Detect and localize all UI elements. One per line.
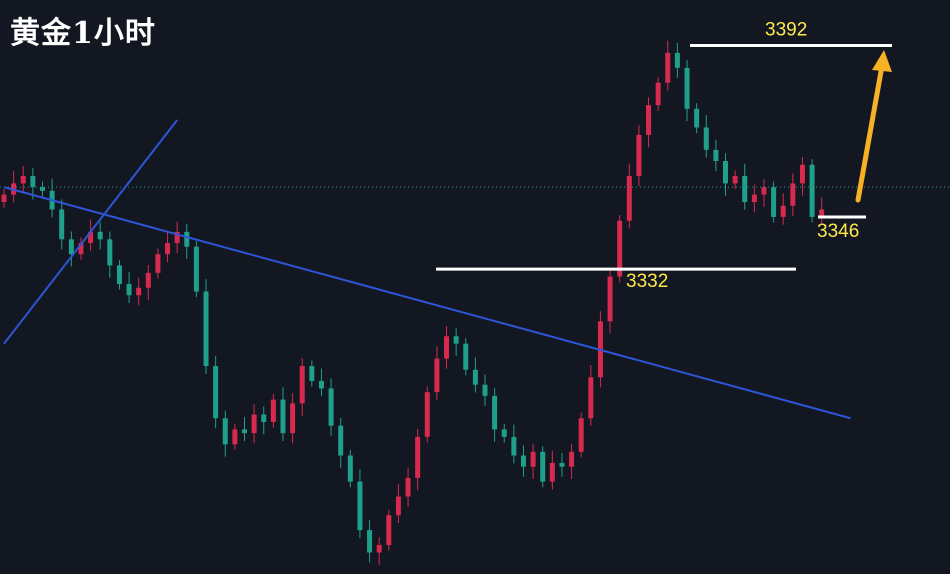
- candle-body: [280, 399, 286, 434]
- candle-body: [492, 395, 498, 430]
- candle-body: [482, 384, 488, 396]
- candle-body: [165, 243, 171, 255]
- candle-body: [30, 175, 36, 188]
- candle-body: [434, 358, 440, 393]
- trendline-descending[interactable]: [3, 186, 851, 420]
- trendline-ascending[interactable]: [3, 119, 178, 345]
- candle-body: [636, 134, 642, 176]
- candle-body: [232, 429, 238, 445]
- candle-body: [646, 105, 652, 135]
- arrow-shaft: [855, 63, 885, 203]
- arrow-head: [872, 50, 892, 72]
- candle-body: [713, 149, 719, 162]
- candle-body: [472, 369, 478, 385]
- level-label-3392: 3392: [765, 19, 807, 40]
- candle-body: [674, 52, 680, 68]
- candle-body: [549, 462, 555, 482]
- candle-body: [790, 183, 796, 206]
- candle-body: [78, 243, 84, 255]
- candle-body: [771, 187, 777, 217]
- candle-body: [617, 220, 623, 277]
- level-label-3346: 3346: [817, 221, 859, 242]
- candle-body: [742, 175, 748, 203]
- candle-body: [20, 175, 26, 184]
- candle-body: [559, 462, 565, 467]
- candle-body: [107, 239, 113, 266]
- candle-body: [684, 67, 690, 109]
- candle-body: [655, 82, 661, 106]
- candle-body: [530, 451, 536, 467]
- candle-body: [405, 477, 411, 497]
- candle-body: [723, 161, 728, 184]
- candle-body: [242, 429, 247, 434]
- candle-body: [39, 187, 45, 191]
- candle-body: [799, 164, 805, 184]
- candle-body: [780, 205, 786, 217]
- candle-body: [318, 380, 324, 389]
- candle-body: [415, 436, 421, 478]
- candle-body: [59, 209, 65, 240]
- candle-body: [376, 545, 382, 553]
- candle-body: [588, 377, 594, 419]
- candle-body: [299, 366, 305, 404]
- candle-body: [809, 164, 815, 217]
- candle-body: [732, 175, 738, 184]
- candle-body: [136, 287, 142, 296]
- candle-body: [578, 418, 584, 452]
- trendlines-group: [3, 119, 851, 420]
- candle-body: [155, 254, 161, 273]
- candle-body: [174, 231, 180, 244]
- chart-title: 黄金1小时: [10, 16, 156, 51]
- candle-body: [338, 425, 344, 456]
- candle-body: [569, 451, 575, 467]
- level-labels-group: 3392 3332 3346: [626, 19, 859, 292]
- candle-body: [395, 496, 401, 516]
- candle-body: [761, 187, 767, 195]
- level-label-3332: 3332: [626, 271, 668, 292]
- candle-body: [222, 418, 228, 445]
- candle-body: [1, 194, 7, 203]
- candle-body: [88, 231, 94, 244]
- candle-body: [145, 272, 151, 288]
- candle-body: [501, 429, 507, 437]
- candle-body: [453, 336, 459, 344]
- candle-body: [386, 515, 392, 545]
- candle-body: [694, 108, 700, 128]
- candle-body: [116, 265, 122, 285]
- candle-body: [203, 291, 209, 367]
- candle-body: [367, 530, 373, 553]
- candle-body: [97, 231, 103, 240]
- candle-body: [270, 399, 276, 422]
- candle-body: [703, 127, 709, 150]
- candle-body: [607, 276, 613, 322]
- candle-body: [347, 455, 353, 482]
- candle-body: [463, 343, 469, 370]
- candle-body: [424, 392, 430, 437]
- candle-body: [357, 481, 363, 531]
- candle-body: [819, 209, 825, 217]
- candle-body: [126, 284, 132, 296]
- candle-body: [444, 336, 450, 359]
- candle-body: [290, 403, 296, 434]
- candle-body: [328, 388, 334, 426]
- levels-group: [436, 43, 892, 271]
- candle-body: [751, 194, 757, 203]
- candle-body: [261, 414, 267, 422]
- candle-body: [511, 436, 517, 456]
- candle-body: [251, 414, 257, 434]
- candle-body: [520, 455, 526, 467]
- candle-body: [309, 366, 315, 381]
- candle-body: [184, 231, 190, 247]
- candle-body: [193, 246, 199, 292]
- candle-body: [540, 451, 546, 482]
- candle-body: [665, 52, 671, 83]
- up-arrow-icon: [855, 50, 892, 203]
- candle-body: [68, 239, 74, 255]
- candle-body: [213, 366, 219, 419]
- candle-body: [626, 175, 632, 221]
